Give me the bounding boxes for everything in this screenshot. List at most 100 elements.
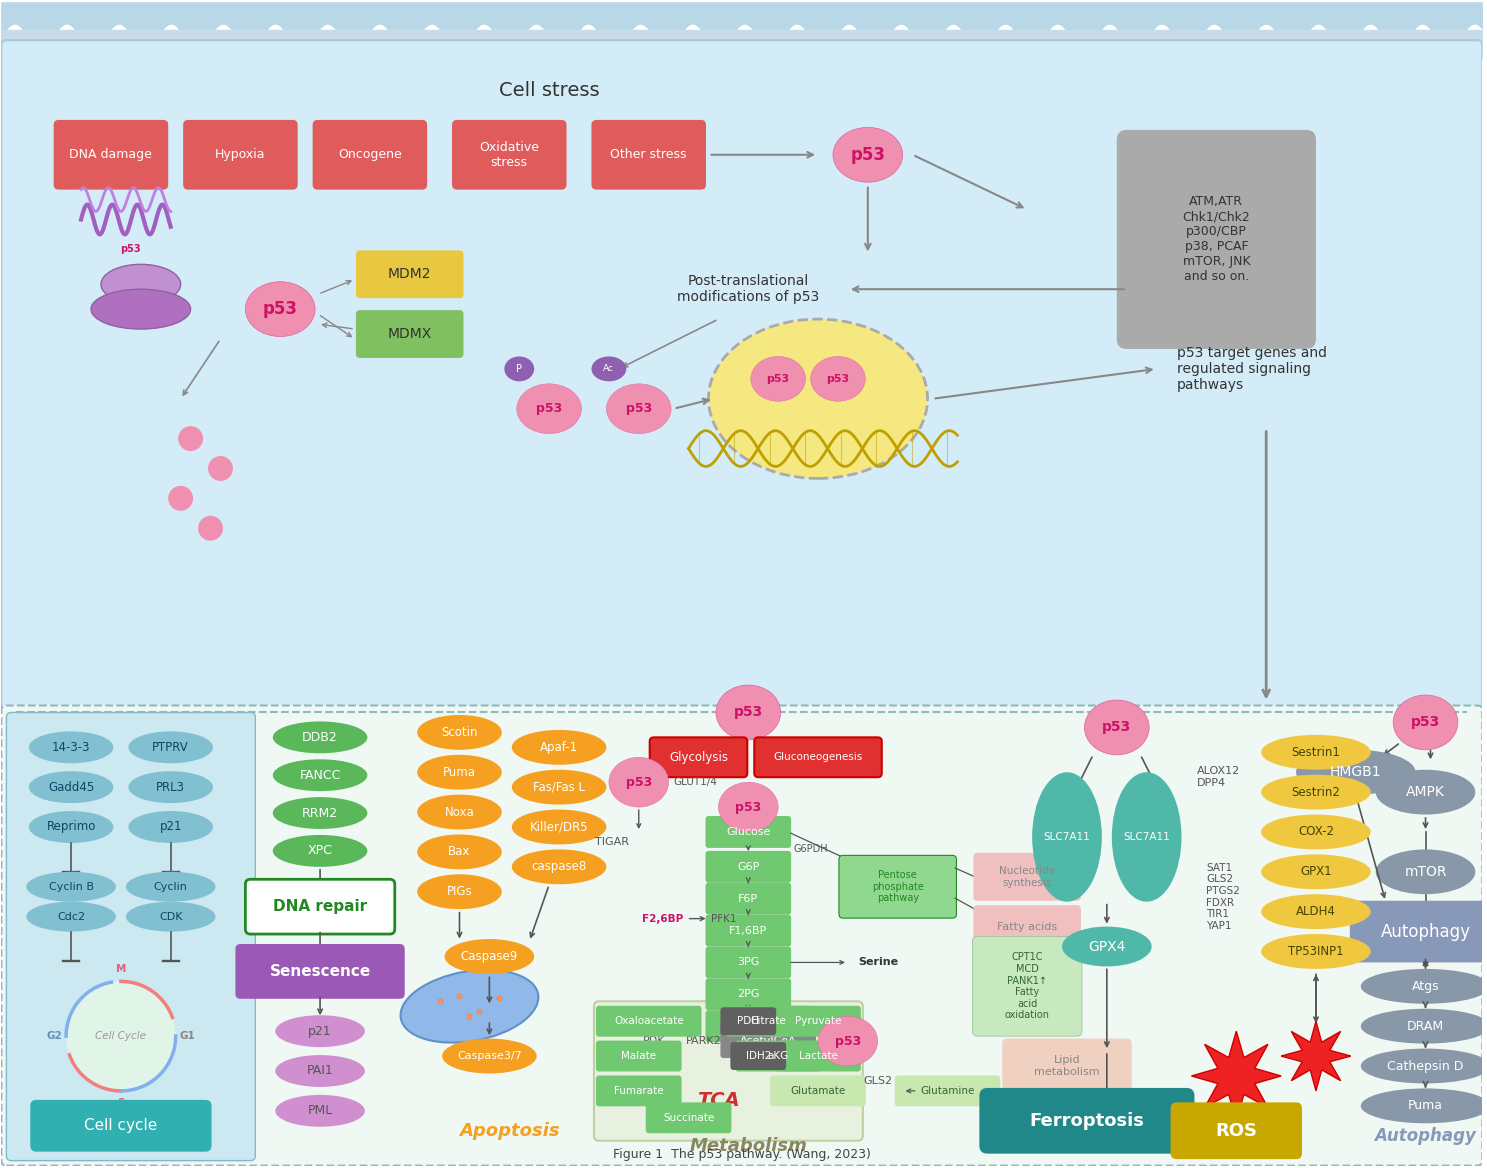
Text: Gadd45: Gadd45 [48,780,94,794]
FancyBboxPatch shape [645,1103,732,1133]
Text: Glycolysis: Glycolysis [669,751,729,764]
Text: 14-3-3: 14-3-3 [52,741,91,753]
Ellipse shape [1261,854,1371,889]
Text: Glucose: Glucose [726,827,770,837]
FancyBboxPatch shape [592,120,706,189]
FancyBboxPatch shape [770,1076,865,1106]
Ellipse shape [1361,969,1487,1003]
Text: Ferroptosis: Ferroptosis [1029,1112,1145,1129]
Text: CPT1C
MCD
PANK1↑
Fatty
acid
oxidation: CPT1C MCD PANK1↑ Fatty acid oxidation [1005,952,1050,1021]
Ellipse shape [751,356,806,402]
Ellipse shape [512,770,607,805]
Text: aKG: aKG [767,1051,788,1061]
Ellipse shape [400,969,538,1043]
Text: ALOX12
DPP4: ALOX12 DPP4 [1197,766,1240,788]
FancyBboxPatch shape [775,1006,861,1037]
Text: XPC: XPC [308,844,333,857]
Ellipse shape [1261,774,1371,809]
Text: p53: p53 [767,374,790,384]
Ellipse shape [418,834,501,869]
Text: Oncogene: Oncogene [338,148,401,161]
Ellipse shape [445,939,534,974]
Text: Gluconeogenesis: Gluconeogenesis [773,752,862,763]
Text: Figure 1  The p53 pathway. (Wang, 2023): Figure 1 The p53 pathway. (Wang, 2023) [613,1148,871,1161]
Text: Post-translational
modifications of p53: Post-translational modifications of p53 [677,274,819,305]
Text: GLUT1/4: GLUT1/4 [674,777,718,787]
Text: Puma: Puma [1408,1099,1442,1112]
Ellipse shape [91,290,190,329]
Text: Caspase3/7: Caspase3/7 [457,1051,522,1061]
Text: Ac: Ac [604,364,614,374]
Text: mTOR: mTOR [1404,864,1447,878]
Ellipse shape [418,875,501,909]
FancyBboxPatch shape [705,816,791,848]
Ellipse shape [272,759,367,791]
Polygon shape [1191,1031,1282,1121]
Text: PRL3: PRL3 [156,780,186,794]
Ellipse shape [1261,934,1371,969]
Ellipse shape [512,809,607,844]
Text: Cyclin: Cyclin [153,882,187,891]
Text: PEP: PEP [738,1021,758,1031]
FancyBboxPatch shape [754,737,882,777]
FancyBboxPatch shape [705,915,791,946]
Ellipse shape [126,871,216,902]
Text: TP53INP1: TP53INP1 [1288,945,1344,958]
Text: GPX4: GPX4 [1088,939,1126,953]
Text: ALDH4: ALDH4 [1297,905,1335,918]
Ellipse shape [1375,770,1475,814]
Ellipse shape [272,797,367,829]
Text: PDH: PDH [738,1016,760,1027]
Text: Pentose
phosphate
pathway: Pentose phosphate pathway [871,870,923,903]
Ellipse shape [27,902,116,932]
Text: Glutamine: Glutamine [920,1086,974,1096]
Text: Nucleotide
synthesis: Nucleotide synthesis [999,865,1056,888]
FancyBboxPatch shape [730,1042,787,1070]
Text: p21: p21 [308,1024,332,1037]
Ellipse shape [272,835,367,867]
Text: COX-2: COX-2 [1298,826,1334,839]
Text: PML: PML [308,1104,333,1118]
Text: Oxaloacetate: Oxaloacetate [614,1016,684,1027]
Ellipse shape [128,731,213,763]
Text: TCA: TCA [697,1091,739,1111]
Ellipse shape [198,516,223,541]
Text: PAI1: PAI1 [306,1064,333,1078]
Text: Hypoxia: Hypoxia [216,148,266,161]
Text: Lipid
metabolism: Lipid metabolism [1033,1055,1100,1077]
FancyBboxPatch shape [312,120,427,189]
FancyBboxPatch shape [596,1076,681,1106]
FancyBboxPatch shape [355,311,464,357]
Text: Other stress: Other stress [611,148,687,161]
Text: p53: p53 [535,402,562,415]
Text: p21: p21 [159,820,181,834]
Ellipse shape [418,715,501,750]
Ellipse shape [101,264,180,304]
FancyBboxPatch shape [245,880,394,934]
Text: F6P: F6P [738,894,758,904]
Text: caspase8: caspase8 [531,861,587,874]
Text: Oxidative
stress: Oxidative stress [479,141,540,168]
Ellipse shape [418,794,501,829]
Text: ATM,ATR
Chk1/Chk2
p300/CBP
p38, PCAF
mTOR, JNK
and so on.: ATM,ATR Chk1/Chk2 p300/CBP p38, PCAF mTO… [1182,195,1251,284]
Ellipse shape [1261,814,1371,849]
Ellipse shape [1361,1089,1487,1124]
Ellipse shape [28,771,113,804]
FancyBboxPatch shape [650,737,748,777]
FancyBboxPatch shape [775,1041,861,1071]
Ellipse shape [718,783,778,832]
Text: Senescence: Senescence [269,964,370,979]
Ellipse shape [28,811,113,843]
FancyBboxPatch shape [355,250,464,298]
FancyBboxPatch shape [54,120,168,189]
FancyBboxPatch shape [705,979,791,1010]
Ellipse shape [128,771,213,804]
FancyBboxPatch shape [720,1024,816,1058]
Text: Apaf-1: Apaf-1 [540,741,578,753]
Ellipse shape [1261,895,1371,929]
Ellipse shape [1032,772,1102,902]
Ellipse shape [607,384,671,433]
Text: p53: p53 [834,1035,861,1048]
Text: Apoptosis: Apoptosis [459,1121,559,1140]
Text: Succinate: Succinate [663,1113,714,1122]
